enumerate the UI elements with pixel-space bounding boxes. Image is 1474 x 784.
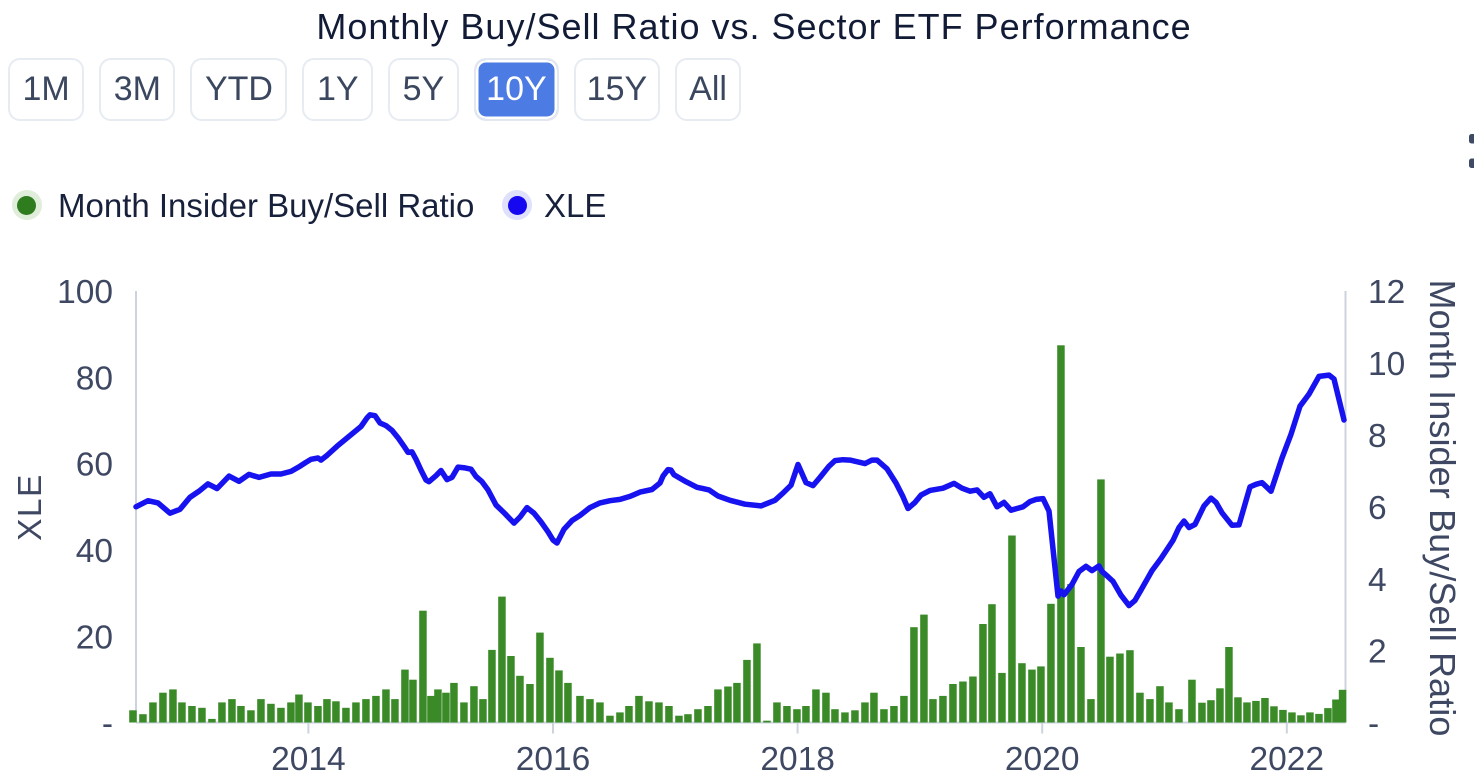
svg-text:2022: 2022 xyxy=(1250,741,1325,778)
svg-text:6: 6 xyxy=(1368,490,1387,527)
svg-text:2018: 2018 xyxy=(760,741,835,778)
svg-text:10: 10 xyxy=(1368,346,1405,383)
svg-text:8: 8 xyxy=(1368,418,1387,455)
svg-text:40: 40 xyxy=(76,533,113,570)
svg-text:100: 100 xyxy=(57,274,113,311)
svg-text:2016: 2016 xyxy=(516,741,591,778)
svg-text:2: 2 xyxy=(1368,634,1387,671)
svg-text:80: 80 xyxy=(76,360,113,397)
svg-text:2014: 2014 xyxy=(271,741,346,778)
svg-text:12: 12 xyxy=(1368,274,1405,311)
svg-text:-: - xyxy=(102,706,113,743)
svg-text:20: 20 xyxy=(76,619,113,656)
svg-text:2020: 2020 xyxy=(1005,741,1080,778)
svg-text:XLE: XLE xyxy=(12,473,49,541)
svg-text:-: - xyxy=(1368,706,1379,743)
svg-text:60: 60 xyxy=(76,447,113,484)
svg-text:Month Insider Buy/Sell Ratio: Month Insider Buy/Sell Ratio xyxy=(1422,279,1463,736)
svg-text:4: 4 xyxy=(1368,562,1387,599)
